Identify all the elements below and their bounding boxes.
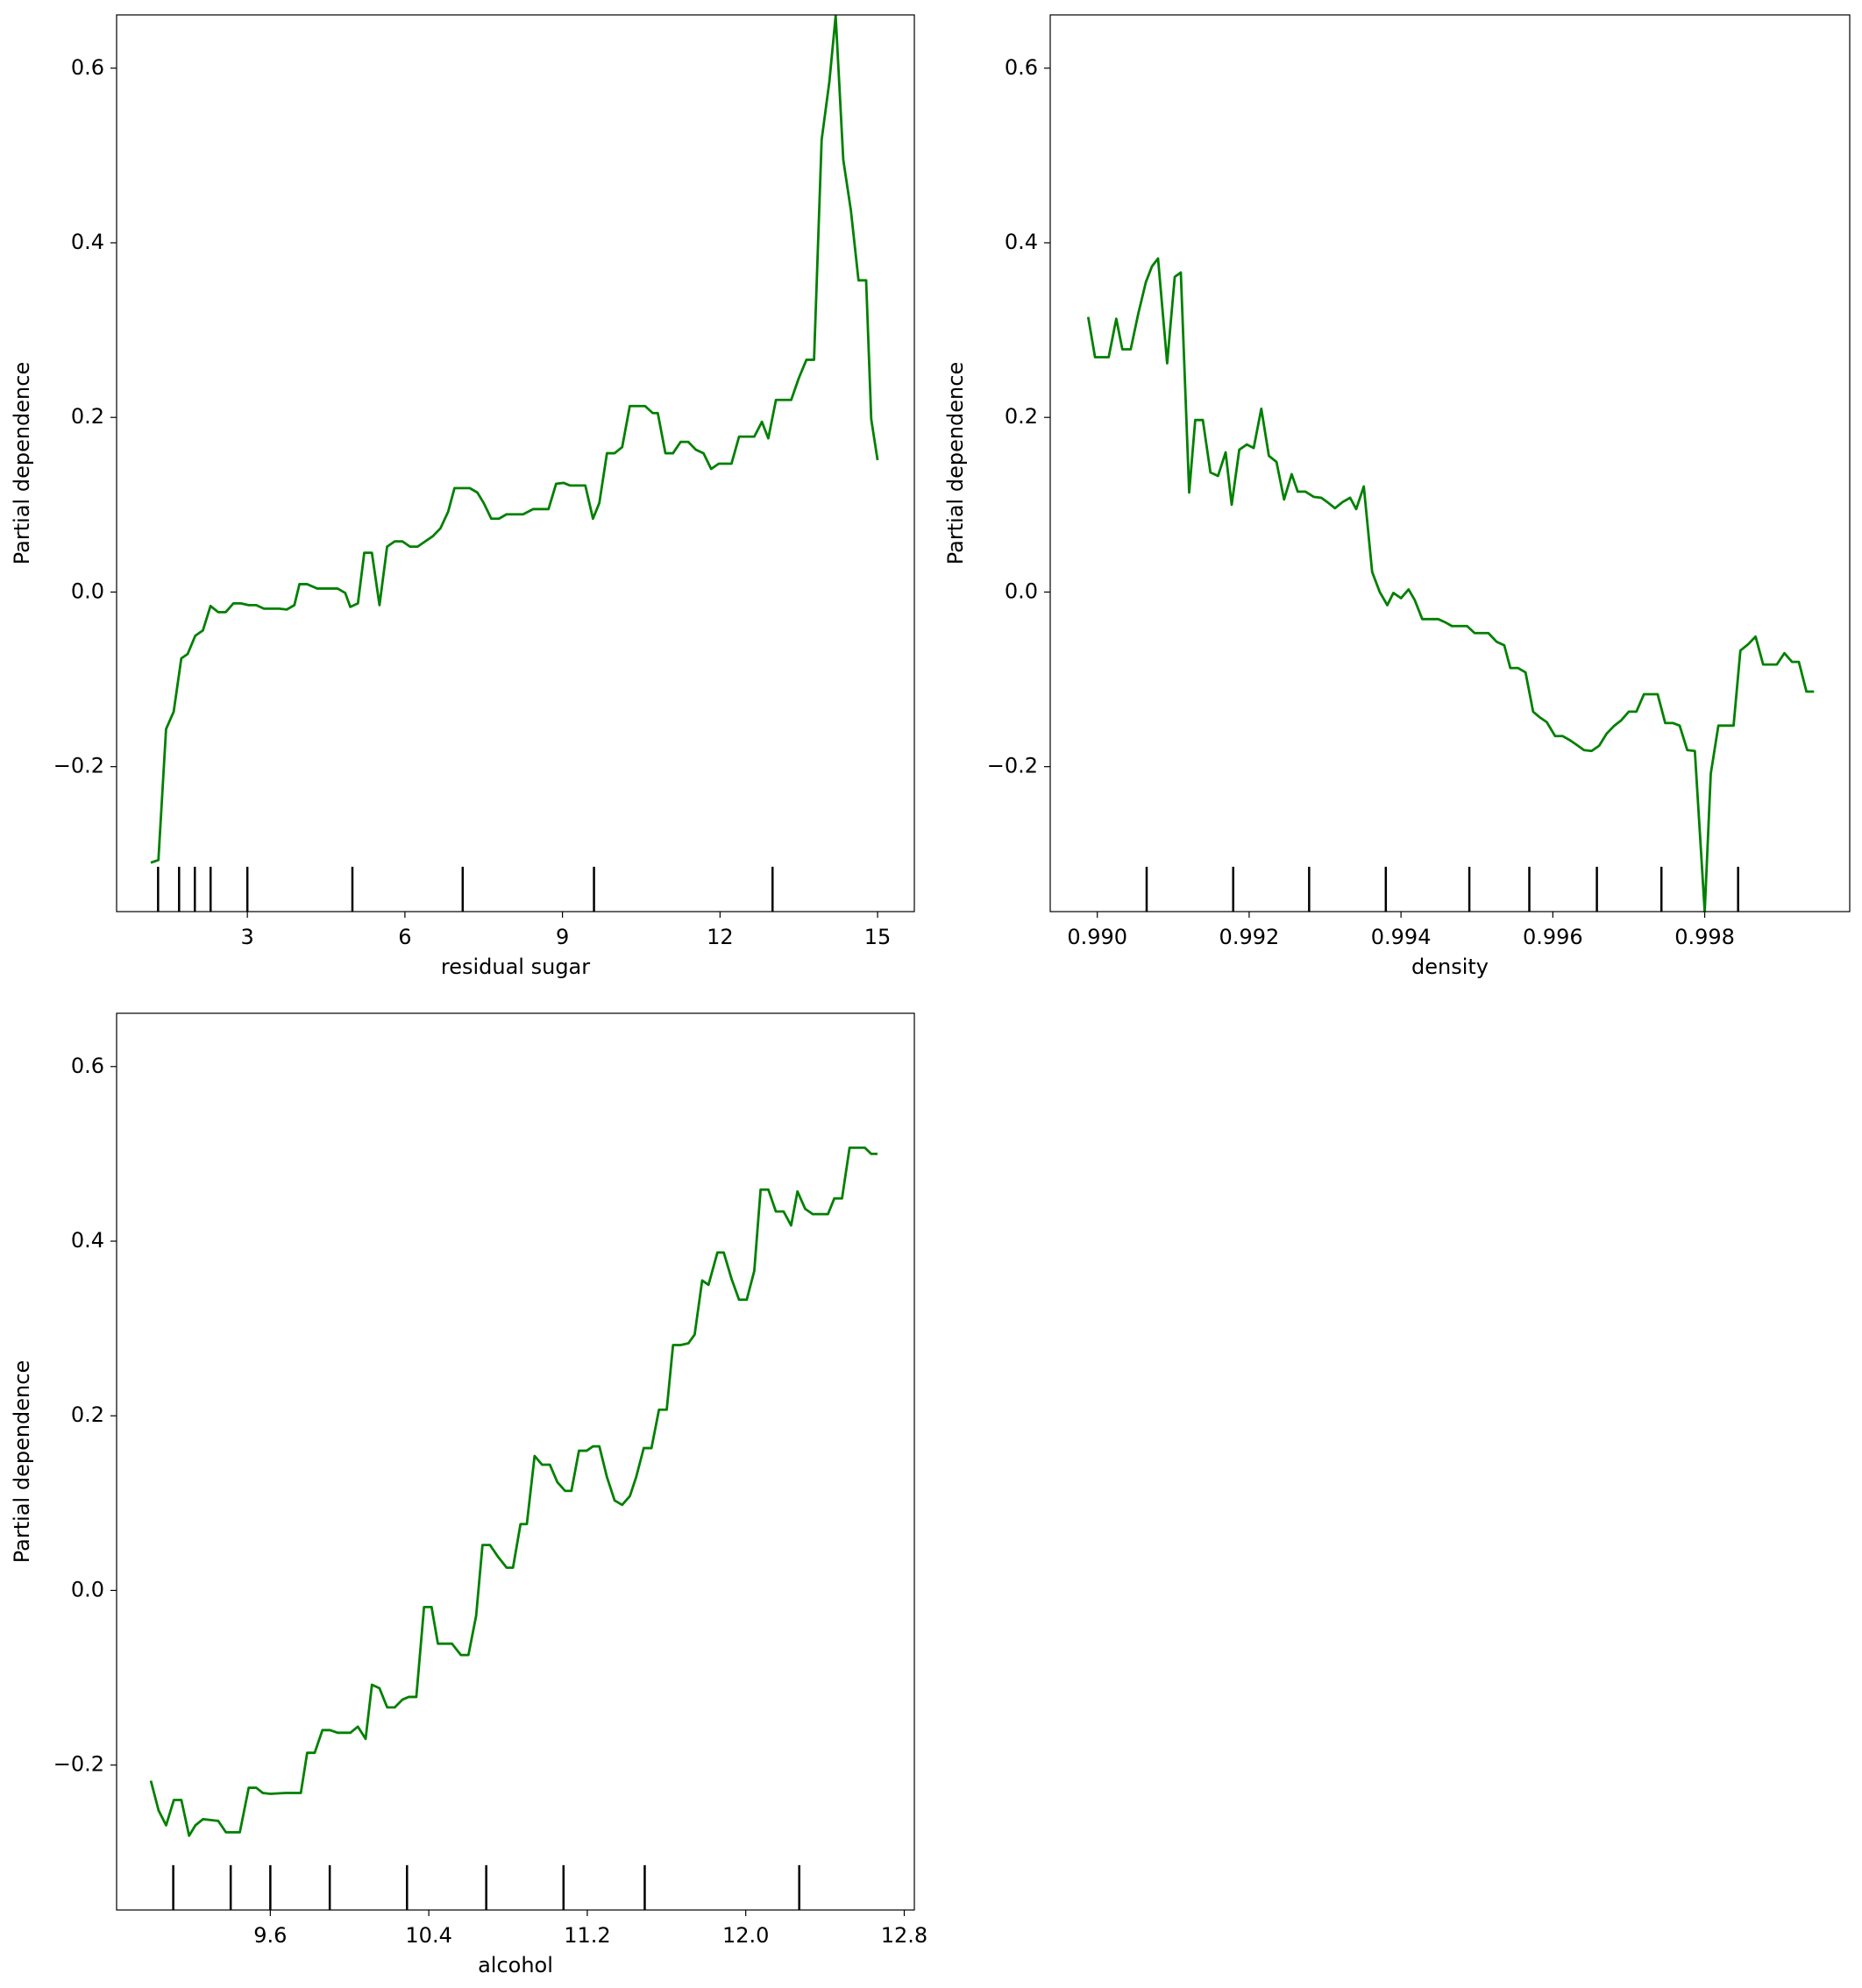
y-tick-label: −0.2 <box>53 754 104 778</box>
x-tick-label: 0.990 <box>1067 925 1127 949</box>
axes-frame <box>1049 14 1851 912</box>
y-tick-label: 0.4 <box>71 1228 104 1253</box>
pd-line <box>150 14 879 864</box>
x-tick-label: 6 <box>398 925 411 949</box>
y-tick-label: 0.0 <box>71 1577 104 1601</box>
y-axis-label: Partial dependence <box>943 362 968 564</box>
y-tick-label: 0.2 <box>71 1402 104 1427</box>
x-tick-label: 15 <box>864 925 892 949</box>
y-tick-label: −0.2 <box>987 754 1038 778</box>
x-tick-label: 12 <box>707 925 734 949</box>
y-tick-label: 0.6 <box>71 1054 104 1078</box>
x-tick-label: 0.992 <box>1219 925 1280 949</box>
x-tick-label: 9.6 <box>253 1923 287 1948</box>
y-tick-label: 0.4 <box>1005 230 1038 254</box>
y-tick-label: 0.4 <box>71 230 104 254</box>
y-tick-label: 0.2 <box>71 404 104 429</box>
y-tick-label: 0.6 <box>71 55 104 80</box>
y-axis-label: Partial dependence <box>10 1360 34 1563</box>
pd-line <box>149 1147 878 1837</box>
axes-frame <box>116 1012 915 1911</box>
x-tick-label: 9 <box>556 925 569 949</box>
x-tick-label: 0.996 <box>1523 925 1583 949</box>
y-tick-label: 0.6 <box>1005 55 1038 80</box>
x-axis-label: residual sugar <box>441 955 590 979</box>
x-tick-label: 10.4 <box>405 1923 451 1948</box>
x-tick-label: 12.8 <box>881 1923 927 1948</box>
y-axis-label: Partial dependence <box>10 362 34 564</box>
y-tick-label: 0.2 <box>1005 404 1038 429</box>
x-axis-label: alcohol <box>478 1953 553 1977</box>
y-tick-label: 0.0 <box>1005 579 1038 603</box>
pd-line <box>1086 257 1815 913</box>
axes-frame <box>116 14 915 912</box>
y-tick-label: 0.0 <box>71 579 104 603</box>
x-tick-label: 11.2 <box>564 1923 610 1948</box>
x-axis-label: density <box>1411 955 1489 979</box>
x-tick-label: 0.998 <box>1674 925 1735 949</box>
x-tick-label: 12.0 <box>722 1923 769 1948</box>
x-tick-label: 3 <box>241 925 254 949</box>
x-tick-label: 0.994 <box>1371 925 1432 949</box>
y-tick-label: −0.2 <box>53 1752 104 1777</box>
